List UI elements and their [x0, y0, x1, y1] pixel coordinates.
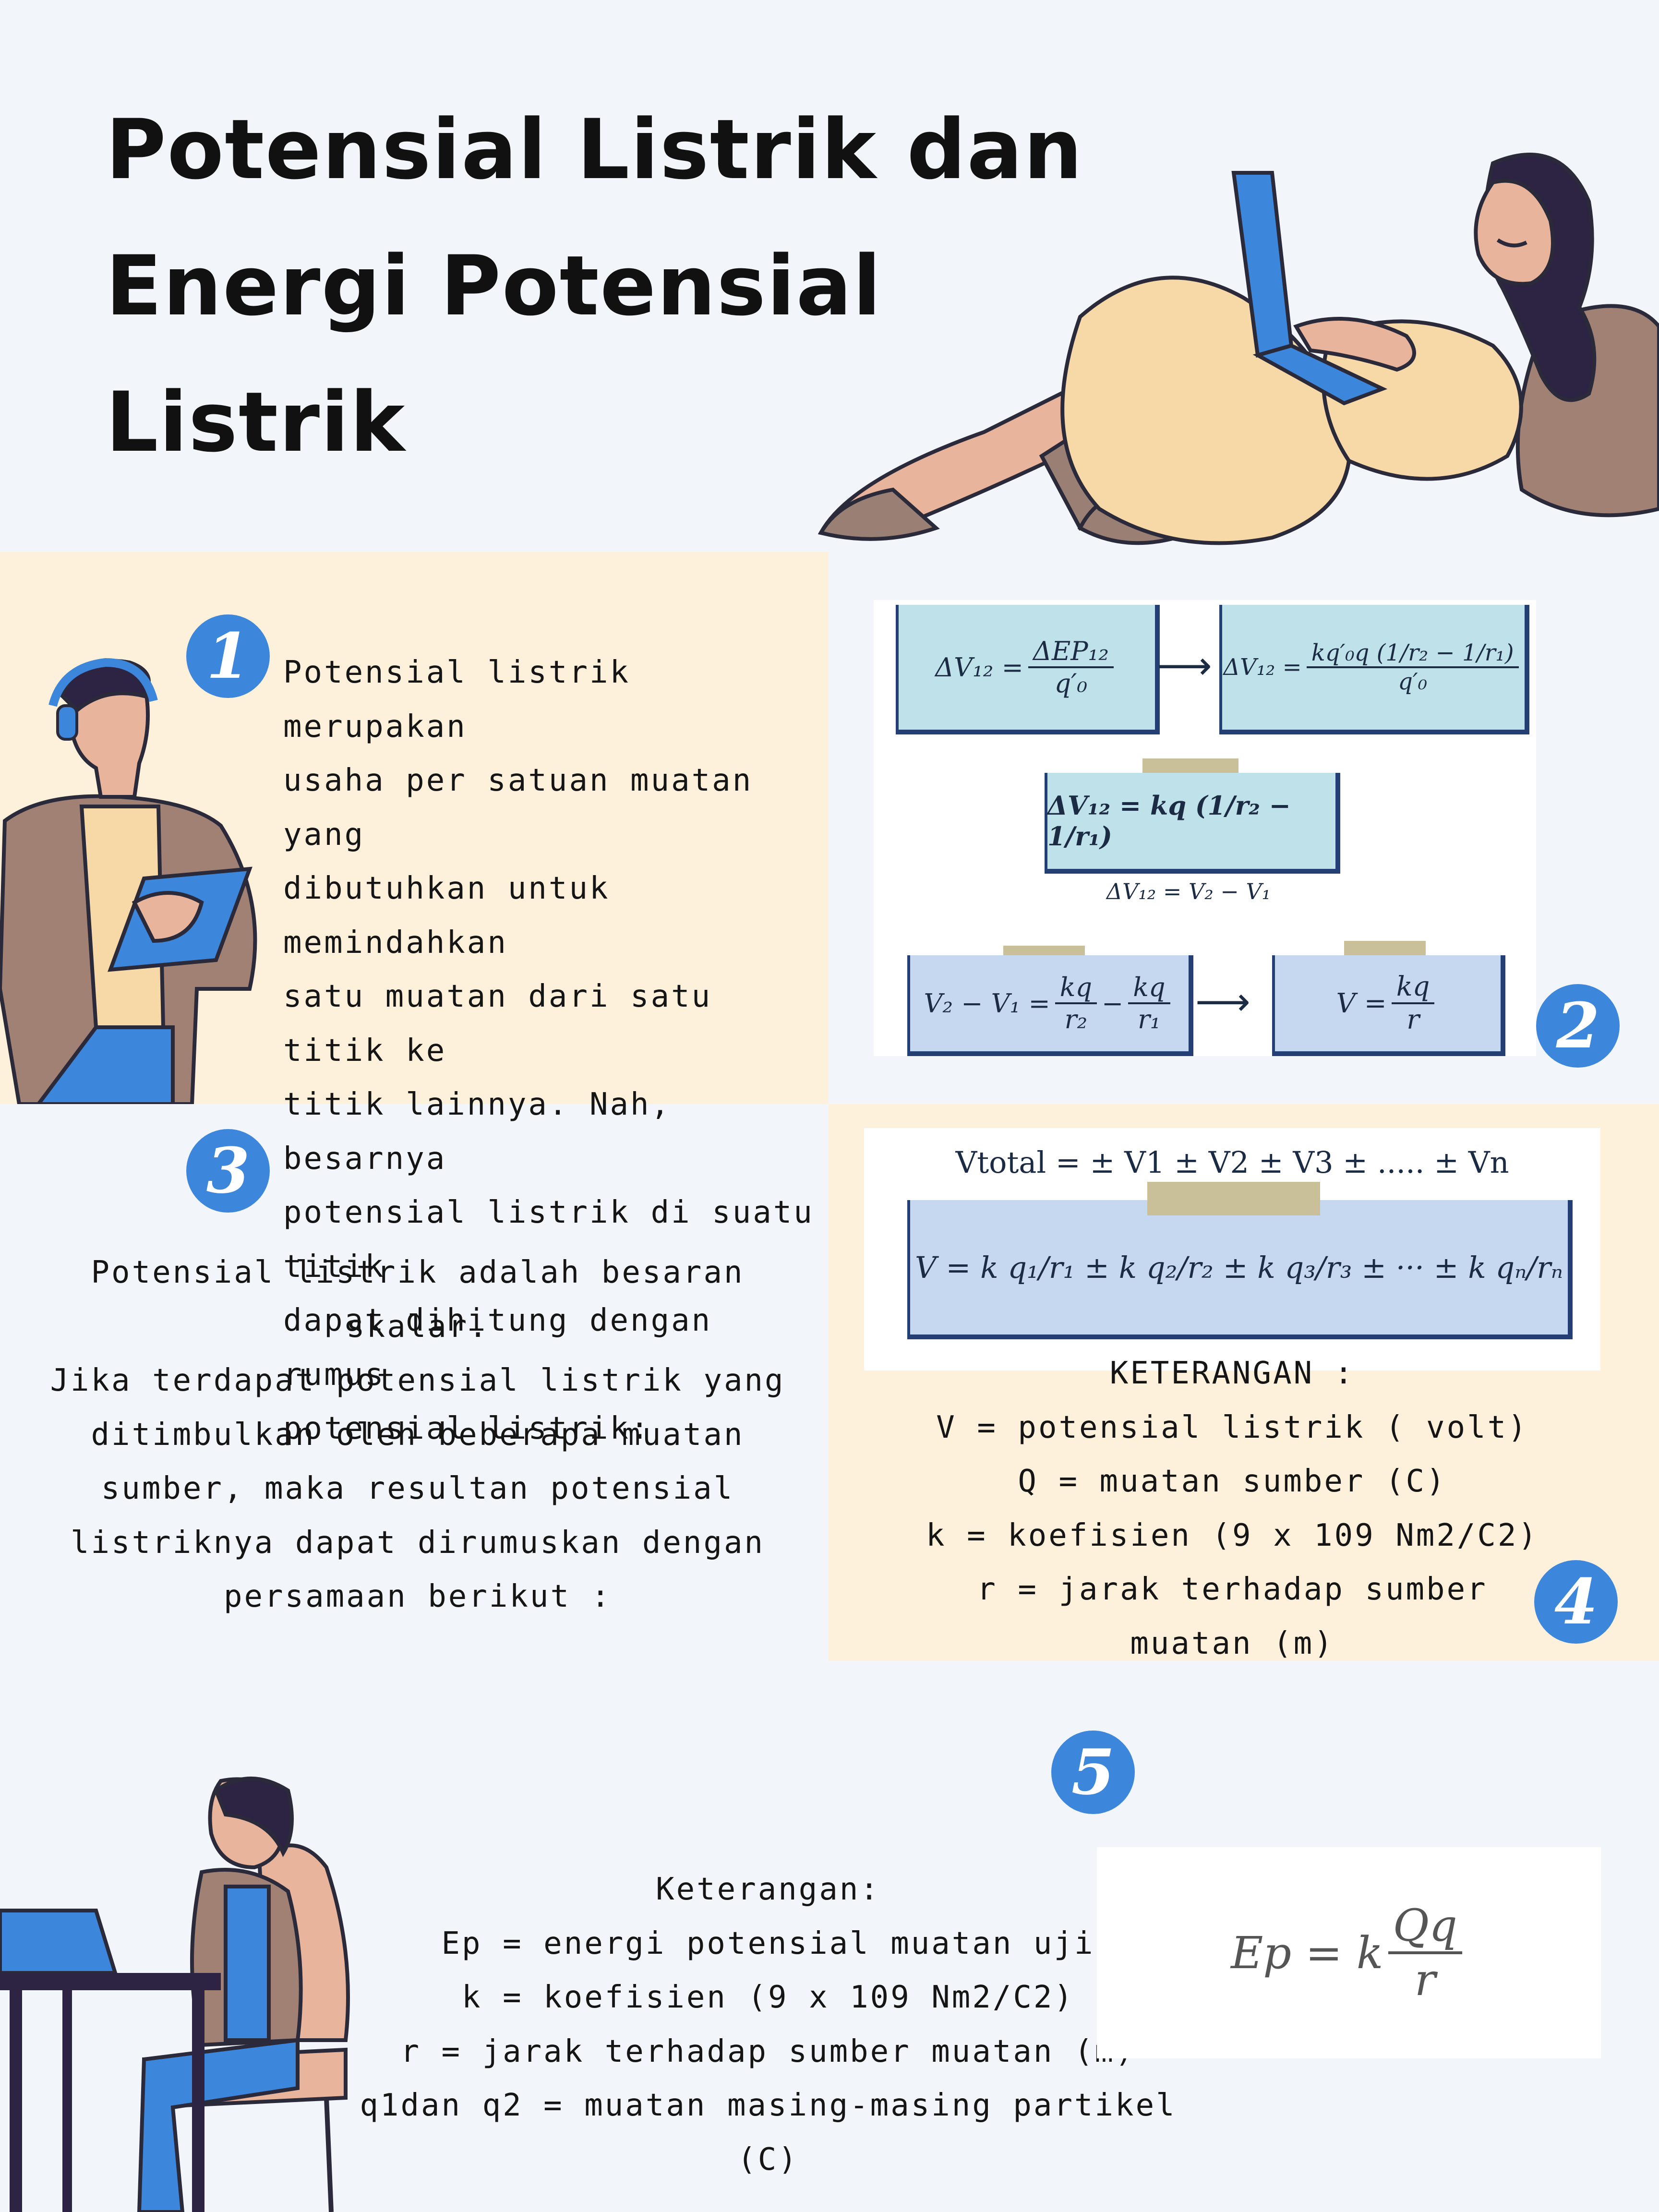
formula-vtotal: Vtotal = ± V1 ± V2 ± V3 ± ..... ± Vn [955, 1145, 1509, 1180]
page-title: Potensial Listrik dan Energi Potensial L… [106, 82, 1083, 491]
section-5-text: Keterangan: Ep = energi potensial muatan… [355, 1863, 1181, 2187]
woman-desk-illustration [0, 1777, 350, 2212]
s3-line: Jika terdapat potensial listrik yang [50, 1363, 785, 1398]
s4-heading: KETERANGAN : [1109, 1356, 1355, 1391]
formula-dv-v2-v1: ΔV₁₂ = V₂ − V₁ [1106, 878, 1271, 904]
title-line-3: Listrik [106, 374, 406, 470]
s4-line: r = jarak terhadap sumber [977, 1572, 1488, 1607]
formula-energi-potensial: Ep = k Qq r [1097, 1847, 1601, 2058]
s1-line: dibutuhkan untuk memindahkan [283, 871, 610, 961]
badge-5: 5 [1051, 1731, 1135, 1814]
badge-1: 1 [186, 614, 270, 698]
s3-line: ditimbulkan oleh beberapa muatan [91, 1417, 745, 1453]
s4-line: k = koefisien (9 x 109 Nm2/C2) [926, 1517, 1539, 1553]
s1-line: titik lainnya. Nah, besarnya [283, 1087, 672, 1177]
formula-dv-kq: ΔV₁₂ = kq (1/r₂ − 1/r₁) [1045, 773, 1340, 874]
s3-line: listriknya dapat dirumuskan dengan [70, 1525, 765, 1561]
s1-line: Potensial listrik merupakan [283, 655, 631, 745]
formula-v-kq-r: V = kq r [1272, 955, 1505, 1056]
arrow-right-icon: ⟶ [1195, 979, 1250, 1024]
s5-line: Ep = energi potensial muatan uji [441, 1925, 1095, 1961]
s1-line: potensial listrik di suatu titik [283, 1195, 814, 1285]
s4-line: Q = muatan sumber (C) [1018, 1464, 1447, 1499]
tape-decoration [1147, 1182, 1320, 1215]
section-4-text: KETERANGAN : V = potensial listrik ( vol… [864, 1346, 1600, 1671]
s1-line: potensial listrik: [283, 1411, 651, 1446]
title-line-1: Potensial Listrik dan [106, 101, 1083, 198]
s4-line: muatan (m) [1130, 1625, 1334, 1661]
title-line-2: Energi Potensial [106, 238, 882, 334]
man-tablet-illustration [0, 658, 257, 1104]
badge-2: 2 [1536, 984, 1620, 1068]
formula-v2-v1: V₂ − V₁ = kq r₂ − kq r₁ [907, 955, 1193, 1056]
s3-line: sumber, maka resultan potensial [101, 1471, 734, 1506]
section-3-text: Potensial listrik adalah besaran skalar.… [38, 1246, 797, 1624]
formula-dv-full: ΔV₁₂ = kq′₀q (1/r₂ − 1/r₁) q′₀ [1219, 605, 1529, 734]
woman-laptop-illustration [817, 153, 1659, 545]
s5-heading: Keterangan: [656, 1872, 880, 1907]
badge-4: 4 [1534, 1560, 1618, 1644]
section-1-text: Potensial listrik merupakan usaha per sa… [283, 646, 821, 1456]
s1-line: dapat dihitung dengan rumus [283, 1303, 712, 1393]
s5-line: q1dan q2 = muatan masing-masing partikel… [360, 2088, 1177, 2177]
badge-3: 3 [186, 1129, 270, 1213]
s4-line: V = potensial listrik ( volt) [936, 1409, 1528, 1445]
s3-line: Potensial listrik adalah besaran skalar. [91, 1255, 745, 1345]
arrow-right-icon: ⟶ [1157, 643, 1212, 688]
s1-line: usaha per satuan muatan yang [283, 763, 753, 853]
s5-line: r = jarak terhadap sumber muatan (m) [400, 2033, 1136, 2069]
formula-v-sum: V = k q₁/r₁ ± k q₂/r₂ ± k q₃/r₃ ± ··· ± … [907, 1200, 1573, 1339]
s3-line: persamaan berikut : [223, 1579, 612, 1614]
s5-line: k = koefisien (9 x 109 Nm2/C2) [462, 1980, 1074, 2015]
formula-dv-ep: ΔV₁₂ = ΔEP₁₂ q′₀ [896, 605, 1160, 734]
s1-line: satu muatan dari satu titik ke [283, 979, 712, 1069]
